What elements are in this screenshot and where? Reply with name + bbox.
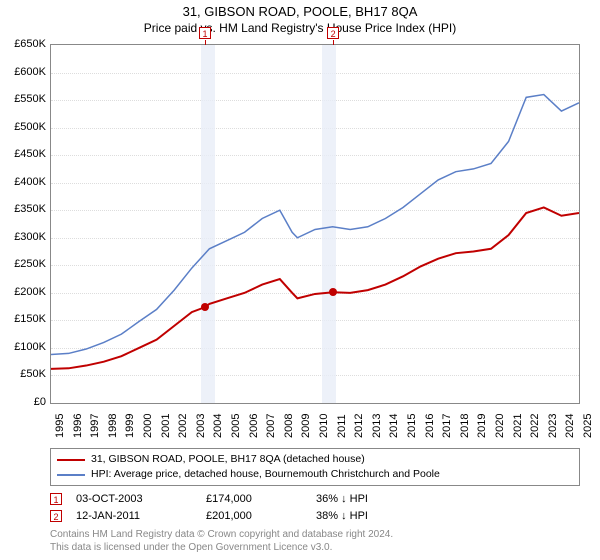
xtick-label: 2025 xyxy=(582,414,594,438)
ytick-label: £0 xyxy=(34,396,46,408)
ytick-label: £300K xyxy=(14,231,46,243)
sale-point xyxy=(329,288,337,296)
ytick-label: £200K xyxy=(14,286,46,298)
xtick-label: 2023 xyxy=(547,414,559,438)
xtick-label: 2000 xyxy=(142,414,154,438)
ytick-label: £350K xyxy=(14,203,46,215)
xtick-label: 2005 xyxy=(230,414,242,438)
xtick-label: 2009 xyxy=(300,414,312,438)
footer-line: Contains HM Land Registry data © Crown c… xyxy=(50,528,393,541)
footer-line: This data is licensed under the Open Gov… xyxy=(50,541,393,554)
xtick-label: 1999 xyxy=(124,414,136,438)
ytick-label: £500K xyxy=(14,121,46,133)
xtick-label: 1996 xyxy=(72,414,84,438)
xtick-label: 2010 xyxy=(318,414,330,438)
xtick-label: 2016 xyxy=(424,414,436,438)
legend-item: 31, GIBSON ROAD, POOLE, BH17 8QA (detach… xyxy=(57,452,573,467)
xtick-label: 2011 xyxy=(336,414,348,438)
ytick-label: £450K xyxy=(14,148,46,160)
xtick-label: 2002 xyxy=(177,414,189,438)
xtick-label: 2014 xyxy=(388,414,400,438)
xtick-label: 2001 xyxy=(160,414,172,438)
xtick-label: 2020 xyxy=(494,414,506,438)
ytick-label: £50K xyxy=(20,368,46,380)
legend-swatch xyxy=(57,474,85,476)
xtick-label: 2013 xyxy=(371,414,383,438)
ytick-label: £150K xyxy=(14,313,46,325)
xtick-label: 2007 xyxy=(265,414,277,438)
chart-title: 31, GIBSON ROAD, POOLE, BH17 8QA xyxy=(0,0,600,19)
sale-date: 12-JAN-2011 xyxy=(76,510,206,522)
xtick-label: 2024 xyxy=(564,414,576,438)
xtick-label: 1995 xyxy=(54,414,66,438)
ytick-label: £550K xyxy=(14,93,46,105)
footer: Contains HM Land Registry data © Crown c… xyxy=(50,528,393,554)
legend-label: HPI: Average price, detached house, Bour… xyxy=(91,467,440,482)
legend-label: 31, GIBSON ROAD, POOLE, BH17 8QA (detach… xyxy=(91,452,365,467)
xtick-label: 2019 xyxy=(476,414,488,438)
xtick-label: 2018 xyxy=(459,414,471,438)
xtick-label: 2022 xyxy=(529,414,541,438)
sale-delta: 38% ↓ HPI xyxy=(316,510,436,522)
sale-date: 03-OCT-2003 xyxy=(76,493,206,505)
sale-delta: 36% ↓ HPI xyxy=(316,493,436,505)
sale-marker-icon: 2 xyxy=(50,510,62,522)
xtick-label: 2021 xyxy=(512,414,524,438)
xtick-label: 2006 xyxy=(248,414,260,438)
sales-row: 2 12-JAN-2011 £201,000 38% ↓ HPI xyxy=(50,507,580,524)
legend: 31, GIBSON ROAD, POOLE, BH17 8QA (detach… xyxy=(50,448,580,486)
sale-price: £201,000 xyxy=(206,510,316,522)
ytick-label: £250K xyxy=(14,258,46,270)
xtick-label: 2004 xyxy=(212,414,224,438)
xtick-label: 2008 xyxy=(283,414,295,438)
ytick-label: £100K xyxy=(14,341,46,353)
ytick-label: £400K xyxy=(14,176,46,188)
chart-subtitle: Price paid vs. HM Land Registry's House … xyxy=(0,19,600,39)
ytick-label: £650K xyxy=(14,38,46,50)
xtick-label: 1998 xyxy=(107,414,119,438)
xtick-label: 2003 xyxy=(195,414,207,438)
sales-table: 1 03-OCT-2003 £174,000 36% ↓ HPI 2 12-JA… xyxy=(50,490,580,524)
xtick-label: 2015 xyxy=(406,414,418,438)
line-chart-svg xyxy=(51,45,579,403)
sale-marker-flag: 2 xyxy=(327,27,339,39)
sale-marker-icon: 1 xyxy=(50,493,62,505)
sale-marker-flag: 1 xyxy=(199,27,211,39)
sale-price: £174,000 xyxy=(206,493,316,505)
plot-area: 12 xyxy=(50,44,580,404)
ytick-label: £600K xyxy=(14,66,46,78)
legend-item: HPI: Average price, detached house, Bour… xyxy=(57,467,573,482)
legend-swatch xyxy=(57,459,85,461)
xtick-label: 1997 xyxy=(89,414,101,438)
xtick-label: 2012 xyxy=(353,414,365,438)
sales-row: 1 03-OCT-2003 £174,000 36% ↓ HPI xyxy=(50,490,580,507)
chart-container: 31, GIBSON ROAD, POOLE, BH17 8QA Price p… xyxy=(0,0,600,560)
sale-point xyxy=(201,303,209,311)
xtick-label: 2017 xyxy=(441,414,453,438)
